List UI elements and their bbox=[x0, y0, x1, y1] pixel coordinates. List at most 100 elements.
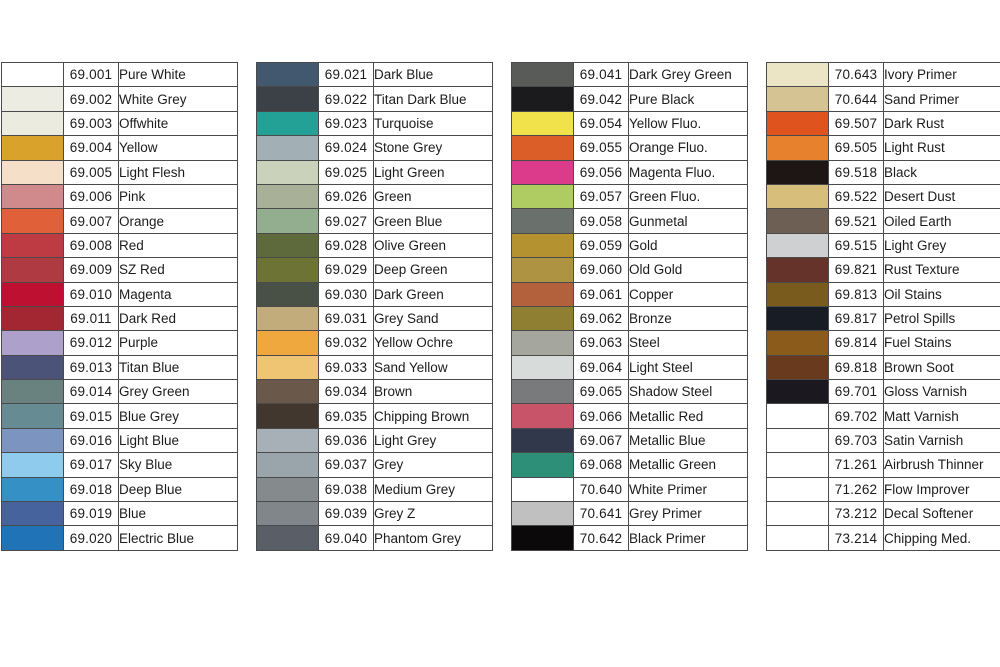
paint-code: 73.214 bbox=[828, 525, 884, 551]
paint-code: 69.505 bbox=[828, 135, 884, 161]
paint-code: 69.063 bbox=[573, 330, 629, 356]
table-row: 69.028 Olive Green bbox=[256, 232, 493, 259]
table-row: 69.003 Offwhite bbox=[1, 110, 238, 137]
table-row: 73.214 Chipping Med. bbox=[766, 525, 1000, 551]
color-swatch bbox=[766, 281, 829, 307]
paint-name: Metallic Red bbox=[628, 403, 748, 429]
paint-name: Offwhite bbox=[118, 110, 238, 137]
table-row: 69.055 Orange Fluo. bbox=[511, 135, 748, 161]
paint-name: White Grey bbox=[118, 86, 238, 112]
paint-name: Satin Varnish bbox=[883, 427, 1000, 454]
paint-table-body: 69.021 Dark Blue 69.022 Titan Dark Blue … bbox=[256, 61, 493, 551]
color-swatch bbox=[1, 379, 64, 405]
color-swatch bbox=[1, 281, 64, 307]
paint-name: Stone Grey bbox=[373, 135, 493, 161]
paint-name: Fuel Stains bbox=[883, 330, 1000, 356]
color-swatch bbox=[511, 354, 574, 381]
paint-name: Light Rust bbox=[883, 135, 1000, 161]
table-row: 69.061 Copper bbox=[511, 281, 748, 307]
paint-code: 69.016 bbox=[63, 427, 119, 454]
table-row: 69.065 Shadow Steel bbox=[511, 379, 748, 405]
table-row: 69.004 Yellow bbox=[1, 135, 238, 161]
paint-code: 69.026 bbox=[318, 183, 374, 210]
table-row: 69.035 Chipping Brown bbox=[256, 403, 493, 429]
paint-name: Purple bbox=[118, 330, 238, 356]
paint-name: SZ Red bbox=[118, 257, 238, 283]
paint-code: 69.060 bbox=[573, 257, 629, 283]
paint-code: 69.062 bbox=[573, 305, 629, 332]
color-swatch bbox=[511, 159, 574, 185]
paint-code: 70.641 bbox=[573, 501, 629, 527]
table-row: 69.027 Green Blue bbox=[256, 208, 493, 234]
color-swatch bbox=[1, 525, 64, 551]
color-swatch bbox=[256, 208, 319, 234]
paint-code: 69.035 bbox=[318, 403, 374, 429]
table-row: 69.021 Dark Blue bbox=[256, 61, 493, 88]
table-row: 69.058 Gunmetal bbox=[511, 208, 748, 234]
table-row: 69.009 SZ Red bbox=[1, 257, 238, 283]
color-swatch bbox=[511, 208, 574, 234]
color-swatch bbox=[256, 61, 319, 88]
paint-code: 69.014 bbox=[63, 379, 119, 405]
paint-code: 69.006 bbox=[63, 183, 119, 210]
color-swatch bbox=[256, 427, 319, 454]
color-swatch bbox=[1, 501, 64, 527]
paint-code: 69.064 bbox=[573, 354, 629, 381]
table-row: 69.521 Oiled Earth bbox=[766, 208, 1000, 234]
color-swatch bbox=[766, 257, 829, 283]
paint-name: Yellow Fluo. bbox=[628, 110, 748, 137]
color-swatch bbox=[256, 525, 319, 551]
table-row: 69.068 Metallic Green bbox=[511, 452, 748, 478]
paint-code: 69.004 bbox=[63, 135, 119, 161]
color-swatch bbox=[511, 427, 574, 454]
paint-code: 71.261 bbox=[828, 452, 884, 478]
paint-code: 69.521 bbox=[828, 208, 884, 234]
table-row: 69.032 Yellow Ochre bbox=[256, 330, 493, 356]
paint-table-1: 69.001 Pure White 69.002 White Grey 69.0… bbox=[1, 61, 238, 551]
table-row: 69.042 Pure Black bbox=[511, 86, 748, 112]
paint-name: Electric Blue bbox=[118, 525, 238, 551]
paint-name: White Primer bbox=[628, 476, 748, 503]
paint-code: 69.005 bbox=[63, 159, 119, 185]
paint-name: Oiled Earth bbox=[883, 208, 1000, 234]
paint-code: 69.022 bbox=[318, 86, 374, 112]
table-row: 69.814 Fuel Stains bbox=[766, 330, 1000, 356]
paint-name: Pure Black bbox=[628, 86, 748, 112]
paint-code: 69.017 bbox=[63, 452, 119, 478]
table-row: 70.643 Ivory Primer bbox=[766, 61, 1000, 88]
paint-name: Dark Blue bbox=[373, 61, 493, 88]
table-row: 69.518 Black bbox=[766, 159, 1000, 185]
paint-name: Bronze bbox=[628, 305, 748, 332]
paint-name: Grey Z bbox=[373, 501, 493, 527]
paint-name: Green Fluo. bbox=[628, 183, 748, 210]
color-swatch bbox=[1, 183, 64, 210]
paint-code: 69.515 bbox=[828, 232, 884, 259]
color-swatch bbox=[256, 403, 319, 429]
paint-code: 69.813 bbox=[828, 281, 884, 307]
paint-name: Grey bbox=[373, 452, 493, 478]
table-row: 69.038 Medium Grey bbox=[256, 476, 493, 503]
paint-name: Dark Green bbox=[373, 281, 493, 307]
color-swatch bbox=[511, 86, 574, 112]
color-swatch bbox=[1, 427, 64, 454]
paint-name: Green bbox=[373, 183, 493, 210]
paint-code: 69.702 bbox=[828, 403, 884, 429]
color-swatch bbox=[766, 232, 829, 259]
table-row: 71.261 Airbrush Thinner bbox=[766, 452, 1000, 478]
paint-name: Chipping Med. bbox=[883, 525, 1000, 551]
paint-code: 69.003 bbox=[63, 110, 119, 137]
paint-code: 69.059 bbox=[573, 232, 629, 259]
paint-code: 69.002 bbox=[63, 86, 119, 112]
table-row: 69.002 White Grey bbox=[1, 86, 238, 112]
table-row: 69.034 Brown bbox=[256, 379, 493, 405]
paint-name: Black Primer bbox=[628, 525, 748, 551]
paint-table-3: 69.041 Dark Grey Green 69.042 Pure Black… bbox=[511, 61, 748, 551]
paint-code: 69.522 bbox=[828, 183, 884, 210]
table-row: 69.507 Dark Rust bbox=[766, 110, 1000, 137]
table-row: 69.026 Green bbox=[256, 183, 493, 210]
paint-code: 69.010 bbox=[63, 281, 119, 307]
paint-name: Light Blue bbox=[118, 427, 238, 454]
paint-code: 69.042 bbox=[573, 86, 629, 112]
paint-code: 70.640 bbox=[573, 476, 629, 503]
paint-code: 69.703 bbox=[828, 427, 884, 454]
